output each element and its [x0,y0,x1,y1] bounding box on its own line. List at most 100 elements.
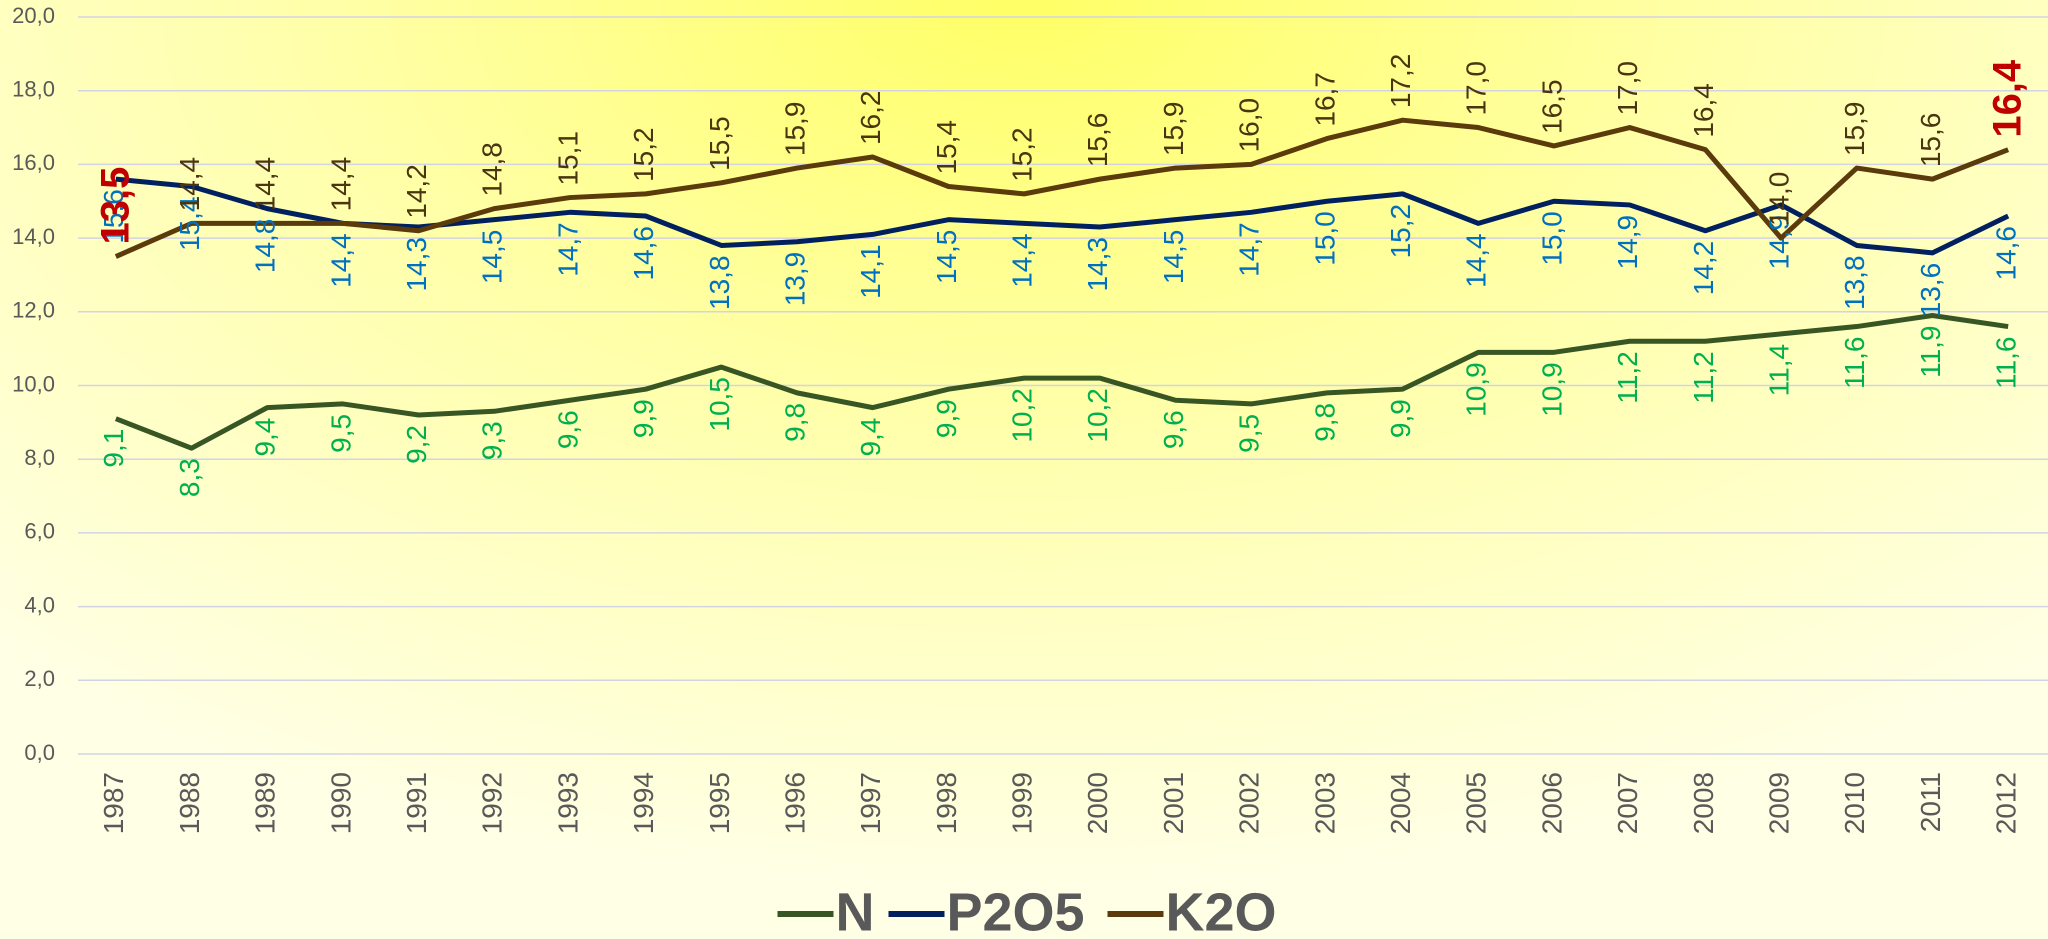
y-tick-label: 10,0 [12,371,55,396]
data-label: 14,2 [401,164,432,219]
data-label: 16,2 [855,91,886,146]
legend-label: P2O5 [947,882,1085,939]
y-tick-label: 6,0 [24,519,55,544]
data-label: 14,5 [931,230,962,284]
data-label: 15,6 [98,189,129,244]
data-label: 14,9 [1763,215,1794,270]
data-label: 15,4 [931,120,962,175]
x-tick-label: 1993 [552,772,583,834]
x-tick-label: 2008 [1688,772,1719,834]
data-label: 14,6 [1991,226,2022,280]
x-tick-label: 2012 [1991,772,2022,834]
data-label: 14,5 [1158,230,1189,284]
x-tick-label: 1994 [628,772,659,834]
x-tick-label: 2006 [1536,772,1567,834]
y-tick-label: 8,0 [24,445,55,470]
x-tick-label: 2007 [1612,772,1643,834]
data-label: 16,5 [1536,79,1567,134]
data-label: 15,2 [1007,127,1038,182]
data-label: 9,9 [1385,399,1416,438]
data-label: 13,8 [704,255,735,310]
data-label: 14,4 [325,157,356,212]
data-label: 15,6 [1915,113,1946,168]
data-label: 14,4 [250,157,281,212]
data-label: 9,5 [1234,414,1265,453]
data-label: 11,2 [1688,351,1719,403]
data-label: 16,4 [1688,83,1719,138]
data-label: 14,8 [250,219,281,274]
x-tick-label: 1992 [477,772,508,834]
data-label: 10,2 [1007,388,1038,443]
x-tick-label: 2002 [1234,772,1265,834]
y-tick-label: 16,0 [12,150,55,175]
x-tick-label: 2004 [1385,772,1416,834]
data-label: 11,4 [1763,344,1794,396]
data-label: 9,8 [779,403,810,442]
data-label: 16,7 [1309,72,1340,127]
legend-label: N [836,882,875,939]
y-tick-label: 4,0 [24,592,55,617]
data-label: 14,4 [325,233,356,287]
data-label: 14,2 [1688,241,1719,295]
legend-label: K2O [1166,882,1277,939]
data-label: 10,9 [1536,362,1567,417]
data-label: 14,7 [552,222,583,277]
x-tick-label: 1999 [1007,772,1038,834]
data-label: 17,2 [1385,54,1416,109]
data-label: 14,7 [1234,222,1265,277]
data-label: 14,8 [477,142,508,197]
data-label: 15,1 [552,131,583,186]
data-label: 14,3 [401,237,432,291]
data-label: 13,5 [93,167,137,245]
data-label: 16,0 [1234,98,1265,153]
data-label: 14,4 [1007,233,1038,287]
data-label: 15,2 [628,127,659,182]
x-tick-label: 2010 [1839,772,1870,834]
data-label: 13,6 [1915,263,1946,318]
data-label: 9,1 [98,429,129,468]
data-label: 14,4 [1461,233,1492,287]
data-label: 17,0 [1612,61,1643,116]
data-label: 15,0 [1536,211,1567,266]
x-tick-label: 1987 [98,772,129,834]
data-label: 15,9 [1839,102,1870,157]
series-line [114,312,2009,451]
x-tick-label: 1989 [250,772,281,834]
y-tick-label: 0,0 [24,740,55,765]
data-label: 9,4 [250,418,281,457]
data-label: 14,3 [1082,237,1113,291]
data-label: 14,4 [174,157,205,212]
data-label: 11,6 [1991,337,2022,389]
y-tick-label: 14,0 [12,224,55,249]
data-label: 16,4 [1986,59,2030,138]
data-label: 13,8 [1839,255,1870,310]
data-label: 15,4 [174,197,205,252]
x-tick-label: 1996 [779,772,810,834]
data-label: 9,4 [855,418,886,457]
series-line [114,117,2010,259]
data-label: 14,6 [628,226,659,280]
x-tick-label: 2001 [1158,772,1189,834]
data-label: 9,9 [628,399,659,438]
x-tick-label: 2011 [1915,772,1946,832]
data-label: 14,5 [477,230,508,284]
data-label: 11,2 [1612,351,1643,403]
data-label: 9,9 [931,399,962,438]
data-label: 11,9 [1915,325,1946,377]
data-label: 15,9 [779,102,810,157]
data-label: 11,6 [1839,337,1870,389]
data-label: 9,6 [552,410,583,449]
data-label: 17,0 [1461,61,1492,116]
x-tick-label: 2003 [1309,772,1340,834]
data-label: 9,2 [401,425,432,464]
data-label: 10,2 [1082,388,1113,443]
x-tick-label: 1997 [855,772,886,834]
data-label: 15,9 [1158,102,1189,157]
x-tick-label: 1995 [704,772,735,834]
x-tick-label: 1988 [174,772,205,834]
data-label: 13,9 [779,252,810,307]
x-tick-label: 2000 [1082,772,1113,834]
x-tick-label: 1990 [325,772,356,834]
data-label: 8,3 [174,458,205,497]
